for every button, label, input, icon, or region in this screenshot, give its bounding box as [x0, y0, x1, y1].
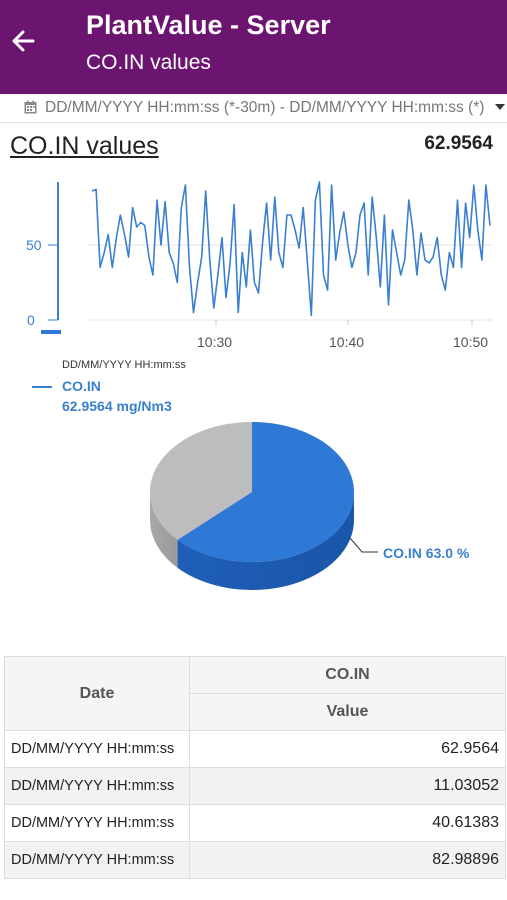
y-tick-label: 0 [27, 312, 35, 328]
section-title: CO.IN values [10, 132, 159, 160]
app-subtitle: CO.IN values [86, 51, 211, 74]
series-line-co-in [91, 181, 491, 317]
table-row: DD/MM/YYYY HH:mm:ss 82.98896 [4, 841, 506, 879]
back-arrow-icon[interactable] [8, 26, 38, 56]
table-row: DD/MM/YYYY HH:mm:ss 40.61383 [4, 804, 506, 842]
x-tick-label: 10:40 [329, 334, 364, 350]
app-bar: PlantValue - Server CO.IN values [0, 0, 507, 94]
row-value: 40.61383 [189, 804, 506, 842]
row-date: DD/MM/YYYY HH:mm:ss [4, 730, 190, 768]
current-value: 62.9564 [424, 133, 493, 154]
pie-side-secondary [149, 492, 178, 568]
pie-side-primary [177, 492, 355, 591]
table-header-date[interactable]: Date [4, 656, 190, 731]
pie-slice-secondary [149, 422, 252, 540]
table-header-series[interactable]: CO.IN [189, 656, 506, 694]
app-title: PlantValue - Server [86, 10, 331, 40]
legend-series-value: 62.9564 mg/Nm3 [62, 398, 172, 414]
row-value: 82.98896 [189, 841, 506, 879]
x-tick-label: 10:30 [197, 334, 232, 350]
x-tick-label: 10:50 [453, 334, 488, 350]
table-row: DD/MM/YYYY HH:mm:ss 11.03052 [4, 767, 506, 805]
y-tick-label: 50 [26, 237, 42, 253]
calendar-icon [24, 100, 37, 114]
legend-date: DD/MM/YYYY HH:mm:ss [62, 359, 186, 371]
values-table: Date CO.IN Value DD/MM/YYYY HH:mm:ss 62.… [4, 656, 506, 879]
pie-label-leader [349, 537, 378, 553]
row-date: DD/MM/YYYY HH:mm:ss [4, 804, 190, 842]
row-value: 62.9564 [189, 730, 506, 768]
legend-series-name: CO.IN [62, 378, 101, 394]
row-date: DD/MM/YYYY HH:mm:ss [4, 767, 190, 805]
date-range-selector[interactable]: DD/MM/YYYY HH:mm:ss (*-30m) - DD/MM/YYYY… [0, 94, 507, 123]
row-date: DD/MM/YYYY HH:mm:ss [4, 841, 190, 879]
pie-chart [149, 422, 378, 591]
date-range-text: DD/MM/YYYY HH:mm:ss (*-30m) - DD/MM/YYYY… [45, 99, 485, 116]
dropdown-caret-icon[interactable] [495, 104, 505, 110]
pie-slice-co-in [177, 422, 354, 562]
line-chart: 50 0 10:30 10:40 10:50 [26, 181, 492, 350]
row-value: 11.03052 [189, 767, 506, 805]
pie-slice-label: CO.IN 63.0 % [383, 545, 470, 561]
table-row: DD/MM/YYYY HH:mm:ss 62.9564 [4, 730, 506, 768]
legend-series-swatch [32, 386, 52, 388]
table-header-value[interactable]: Value [189, 693, 506, 731]
